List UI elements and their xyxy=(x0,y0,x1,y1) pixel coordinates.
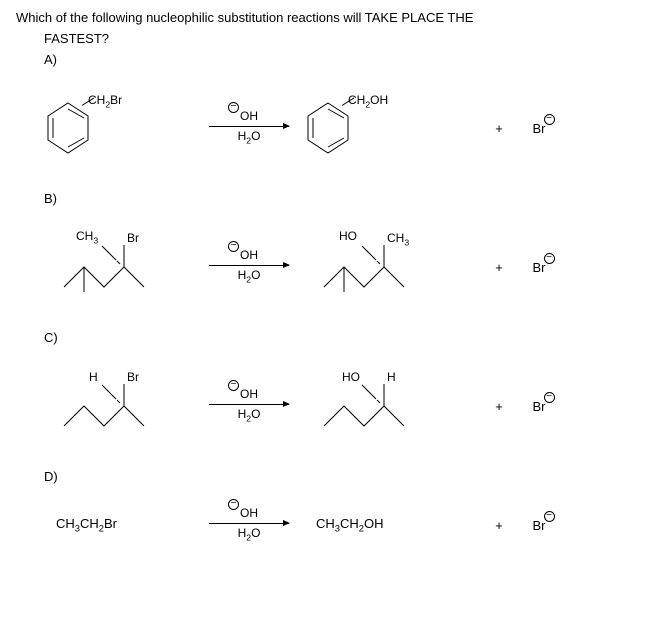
h-wedge: H xyxy=(89,370,98,384)
product-c: HO H xyxy=(304,366,484,446)
bromide-a: Br− xyxy=(514,121,564,136)
ch3-up: CH3 xyxy=(387,231,409,247)
plus-b: + xyxy=(484,260,514,275)
ch3-wedge: CH3 xyxy=(76,229,98,245)
arrow-c: −OH H2O xyxy=(194,387,304,425)
reactant-b: CH3 Br xyxy=(44,227,194,307)
option-a: A) CH2Br −OH H2O xyxy=(44,52,636,183)
option-a-label: A) xyxy=(44,52,636,67)
option-d-label: D) xyxy=(44,469,636,484)
product-d: CH3CH2OH xyxy=(304,516,484,534)
water-label: H2O xyxy=(238,407,261,425)
product-a: CH2OH xyxy=(304,101,484,155)
hydroxide-label: −OH xyxy=(240,109,258,125)
plus-c: + xyxy=(484,399,514,414)
arrow-a: −OH H2O xyxy=(194,109,304,147)
option-d: D) CH3CH2Br −OH H2O CH3CH2OH + Br− xyxy=(44,469,636,560)
benzyl-bromide: CH2Br xyxy=(44,101,92,155)
product-b: HO CH3 xyxy=(304,227,484,307)
tert-bromide: CH3 Br xyxy=(44,227,184,307)
reactant-a: CH2Br xyxy=(44,101,194,155)
ethanol: CH3CH2OH xyxy=(304,516,383,534)
water-label: H2O xyxy=(238,526,261,544)
question-text-2: FASTEST? xyxy=(44,31,636,46)
hydroxide-label: −OH xyxy=(240,248,258,264)
sec-alcohol: HO H xyxy=(304,366,444,446)
option-c-label: C) xyxy=(44,330,636,345)
bromide-d: Br− xyxy=(514,518,564,533)
br-up: Br xyxy=(127,231,139,245)
hydroxide-label: −OH xyxy=(240,387,258,403)
reaction-a: CH2Br −OH H2O CH2OH + Br− xyxy=(44,73,636,183)
reaction-d: CH3CH2Br −OH H2O CH3CH2OH + Br− xyxy=(44,490,636,560)
water-label: H2O xyxy=(238,129,261,147)
br-up: Br xyxy=(127,370,139,384)
plus-a: + xyxy=(484,121,514,136)
h-up: H xyxy=(387,370,396,384)
plus-d: + xyxy=(484,518,514,533)
tert-alcohol: HO CH3 xyxy=(304,227,444,307)
bromide-c: Br− xyxy=(514,399,564,414)
option-b: B) CH3 Br −OH xyxy=(44,191,636,322)
arrow-line-icon xyxy=(209,265,289,266)
option-b-label: B) xyxy=(44,191,636,206)
reaction-b: CH3 Br −OH H2O HO xyxy=(44,212,636,322)
bromide-b: Br− xyxy=(514,260,564,275)
arrow-line-icon xyxy=(209,126,289,127)
q-line1: Which of the following nucleophilic subs… xyxy=(16,10,473,25)
arrow-b: −OH H2O xyxy=(194,248,304,286)
option-c: C) H Br −OH H2O xyxy=(44,330,636,461)
sec-bromide: H Br xyxy=(44,366,184,446)
ch2br-label: CH2Br xyxy=(88,93,122,109)
reactant-c: H Br xyxy=(44,366,194,446)
ho-wedge: HO xyxy=(342,370,360,384)
question-text: Which of the following nucleophilic subs… xyxy=(16,10,636,25)
water-label: H2O xyxy=(238,268,261,286)
reactant-d: CH3CH2Br xyxy=(44,516,194,534)
hydroxide-label: −OH xyxy=(240,506,258,522)
benzyl-alcohol: CH2OH xyxy=(304,101,352,155)
reaction-c: H Br −OH H2O HO H xyxy=(44,351,636,461)
ho-wedge: HO xyxy=(339,229,357,243)
ch2oh-label: CH2OH xyxy=(348,93,388,109)
arrow-line-icon xyxy=(209,404,289,405)
ethyl-bromide: CH3CH2Br xyxy=(44,516,117,534)
arrow-line-icon xyxy=(209,523,289,524)
q-line2: FASTEST? xyxy=(44,31,109,46)
arrow-d: −OH H2O xyxy=(194,506,304,544)
